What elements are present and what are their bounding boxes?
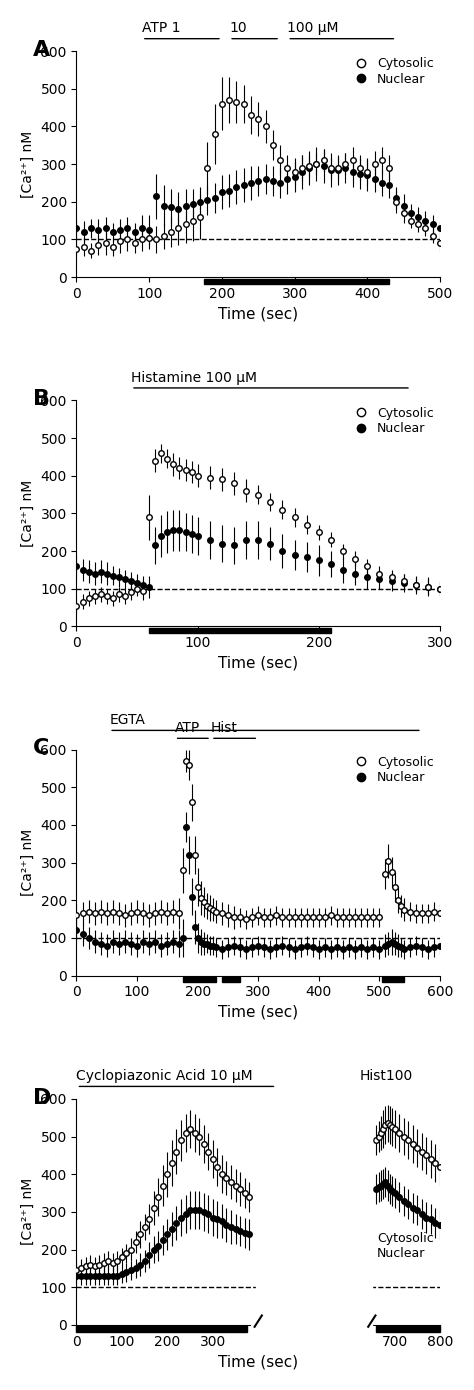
- Bar: [383, 977, 404, 983]
- Text: Histamine 100 μM: Histamine 100 μM: [131, 371, 257, 385]
- Text: ATP 1: ATP 1: [142, 21, 181, 35]
- Text: 10: 10: [229, 21, 247, 35]
- Y-axis label: [Ca²⁺] nM: [Ca²⁺] nM: [21, 480, 35, 548]
- Bar: [149, 628, 331, 634]
- Y-axis label: [Ca²⁺] nM: [Ca²⁺] nM: [21, 828, 35, 897]
- Text: B: B: [33, 389, 50, 409]
- Bar: [222, 977, 240, 983]
- X-axis label: Time (sec): Time (sec): [218, 1354, 298, 1369]
- Bar: [204, 278, 389, 284]
- Text: Hist: Hist: [211, 721, 238, 735]
- X-axis label: Time (sec): Time (sec): [218, 306, 298, 321]
- Text: C: C: [33, 738, 49, 759]
- Text: ATP: ATP: [174, 721, 200, 735]
- Legend: Cytosolic, Nuclear: Cytosolic, Nuclear: [348, 407, 434, 435]
- Text: EGTA: EGTA: [109, 713, 145, 727]
- Y-axis label: [Ca²⁺] nM: [Ca²⁺] nM: [21, 1179, 35, 1245]
- X-axis label: Time (sec): Time (sec): [218, 656, 298, 671]
- Legend: Cytosolic, Nuclear: Cytosolic, Nuclear: [348, 756, 434, 784]
- Text: A: A: [33, 40, 50, 60]
- Legend: Cytosolic, Nuclear: Cytosolic, Nuclear: [348, 57, 434, 86]
- Text: Cyclopiazonic Acid 10 μM: Cyclopiazonic Acid 10 μM: [76, 1069, 253, 1083]
- Text: Hist100: Hist100: [360, 1069, 413, 1083]
- Bar: [76, 1326, 247, 1332]
- Bar: [182, 977, 216, 983]
- Bar: [256, 1099, 372, 1336]
- Y-axis label: [Ca²⁺] nM: [Ca²⁺] nM: [21, 131, 35, 197]
- Bar: [376, 1326, 440, 1332]
- Text: 100 μM: 100 μM: [287, 21, 339, 35]
- Legend: Cytosolic, Nuclear: Cytosolic, Nuclear: [348, 1232, 434, 1259]
- Text: D: D: [33, 1087, 51, 1108]
- X-axis label: Time (sec): Time (sec): [218, 1005, 298, 1020]
